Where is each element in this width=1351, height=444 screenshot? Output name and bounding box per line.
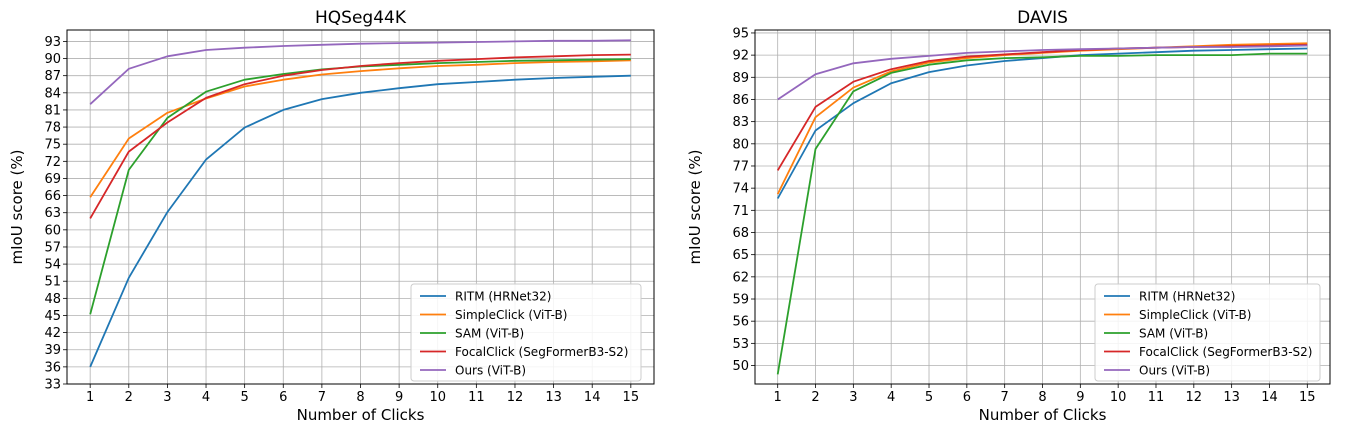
x-tick-label: 13 <box>545 390 562 405</box>
y-tick-label: 50 <box>732 359 749 374</box>
y-tick-label: 45 <box>44 309 61 324</box>
x-tick-label: 6 <box>279 390 287 405</box>
y-tick-label: 84 <box>44 86 61 101</box>
y-tick-label: 86 <box>732 93 749 108</box>
y-tick-label: 54 <box>44 258 61 273</box>
y-tick-label: 74 <box>732 182 749 197</box>
y-tick-label: 65 <box>732 248 749 263</box>
legend-label: FocalClick (SegFormerB3-S2) <box>1139 345 1312 359</box>
x-tick-label: 6 <box>963 390 971 405</box>
x-axis-label: Number of Clicks <box>297 406 425 424</box>
legend-label: Ours (ViT-B) <box>455 364 526 378</box>
y-tick-label: 95 <box>732 26 749 41</box>
legend-label: Ours (ViT-B) <box>1139 364 1210 378</box>
x-tick-label: 13 <box>1223 390 1240 405</box>
y-tick-label: 56 <box>732 315 749 330</box>
legend-label: SAM (ViT-B) <box>1139 327 1208 341</box>
x-tick-label: 8 <box>1038 390 1046 405</box>
y-tick-label: 92 <box>732 49 749 64</box>
series-line <box>776 52 1308 375</box>
x-tick-label: 2 <box>125 390 133 405</box>
x-tick-label: 2 <box>811 390 819 405</box>
y-tick-label: 53 <box>732 337 749 352</box>
y-tick-label: 90 <box>44 52 61 67</box>
series-line <box>89 74 631 368</box>
legend-label: RITM (HRNet32) <box>1139 290 1235 304</box>
y-tick-label: 57 <box>44 240 61 255</box>
y-tick-label: 72 <box>44 155 61 170</box>
x-tick-label: 15 <box>623 390 640 405</box>
plot-frame <box>66 29 655 385</box>
legend-box <box>1094 283 1321 382</box>
x-tick-label: 1 <box>774 390 782 405</box>
x-tick-label: 1 <box>86 390 94 405</box>
series-line <box>89 53 631 219</box>
legend-label: FocalClick (SegFormerB3-S2) <box>455 345 628 359</box>
legend-label: SimpleClick (ViT-B) <box>455 308 567 322</box>
y-tick-label: 36 <box>44 360 61 375</box>
y-tick-label: 33 <box>44 378 61 393</box>
x-tick-label: 5 <box>925 390 933 405</box>
y-tick-label: 39 <box>44 343 61 358</box>
y-tick-label: 71 <box>732 204 749 219</box>
y-tick-label: 60 <box>44 223 61 238</box>
x-tick-label: 8 <box>356 390 364 405</box>
y-tick-label: 42 <box>44 326 61 341</box>
x-tick-label: 11 <box>468 390 485 405</box>
x-tick-label: 9 <box>1076 390 1084 405</box>
y-axis-label: mIoU score (%) <box>686 150 704 265</box>
x-axis-label: Number of Clicks <box>979 406 1107 424</box>
legend-label: SAM (ViT-B) <box>455 327 524 341</box>
series-line <box>89 39 631 105</box>
x-tick-label: 12 <box>1186 390 1203 405</box>
x-tick-label: 4 <box>887 390 895 405</box>
y-tick-label: 93 <box>44 35 61 50</box>
x-tick-label: 12 <box>507 390 524 405</box>
y-tick-label: 75 <box>44 138 61 153</box>
y-tick-label: 77 <box>732 159 749 174</box>
plot-frame <box>754 29 1331 385</box>
y-tick-label: 66 <box>44 189 61 204</box>
x-tick-label: 10 <box>429 390 446 405</box>
y-tick-label: 81 <box>44 103 61 118</box>
y-tick-label: 48 <box>44 292 61 307</box>
chart-title: HQSeg44K <box>315 8 407 28</box>
y-tick-label: 80 <box>732 137 749 152</box>
y-tick-label: 87 <box>44 69 61 84</box>
legend-box <box>410 283 642 382</box>
x-tick-label: 7 <box>1001 390 1009 405</box>
y-tick-label: 78 <box>44 121 61 136</box>
x-tick-label: 4 <box>202 390 210 405</box>
chart-title: DAVIS <box>1017 8 1068 28</box>
x-tick-label: 3 <box>163 390 171 405</box>
legend-label: SimpleClick (ViT-B) <box>1139 308 1251 322</box>
x-tick-label: 14 <box>1261 390 1278 405</box>
y-tick-label: 59 <box>732 293 749 308</box>
y-tick-label: 51 <box>44 275 61 290</box>
legend: RITM (HRNet32) SimpleClick (ViT-B) SAM (Vi… <box>1094 283 1321 382</box>
y-tick-label: 83 <box>732 115 749 130</box>
x-tick-label: 11 <box>1148 390 1165 405</box>
x-tick-label: 9 <box>395 390 403 405</box>
legend: RITM (HRNet32) SimpleClick (ViT-B) SAM (Vi… <box>410 283 642 382</box>
x-tick-label: 7 <box>318 390 326 405</box>
series-line <box>89 59 631 198</box>
x-tick-label: 3 <box>849 390 857 405</box>
series-line <box>777 44 1308 101</box>
legend-label: RITM (HRNet32) <box>455 290 551 304</box>
x-tick-label: 15 <box>1299 390 1316 405</box>
y-tick-label: 63 <box>44 206 61 221</box>
x-tick-label: 10 <box>1110 390 1127 405</box>
y-tick-label: 68 <box>732 226 749 241</box>
y-tick-label: 89 <box>732 71 749 86</box>
y-tick-label: 69 <box>44 172 61 187</box>
x-tick-label: 14 <box>584 390 601 405</box>
y-axis-label: mIoU score (%) <box>8 150 26 265</box>
y-tick-label: 62 <box>732 270 749 285</box>
x-tick-label: 5 <box>241 390 249 405</box>
